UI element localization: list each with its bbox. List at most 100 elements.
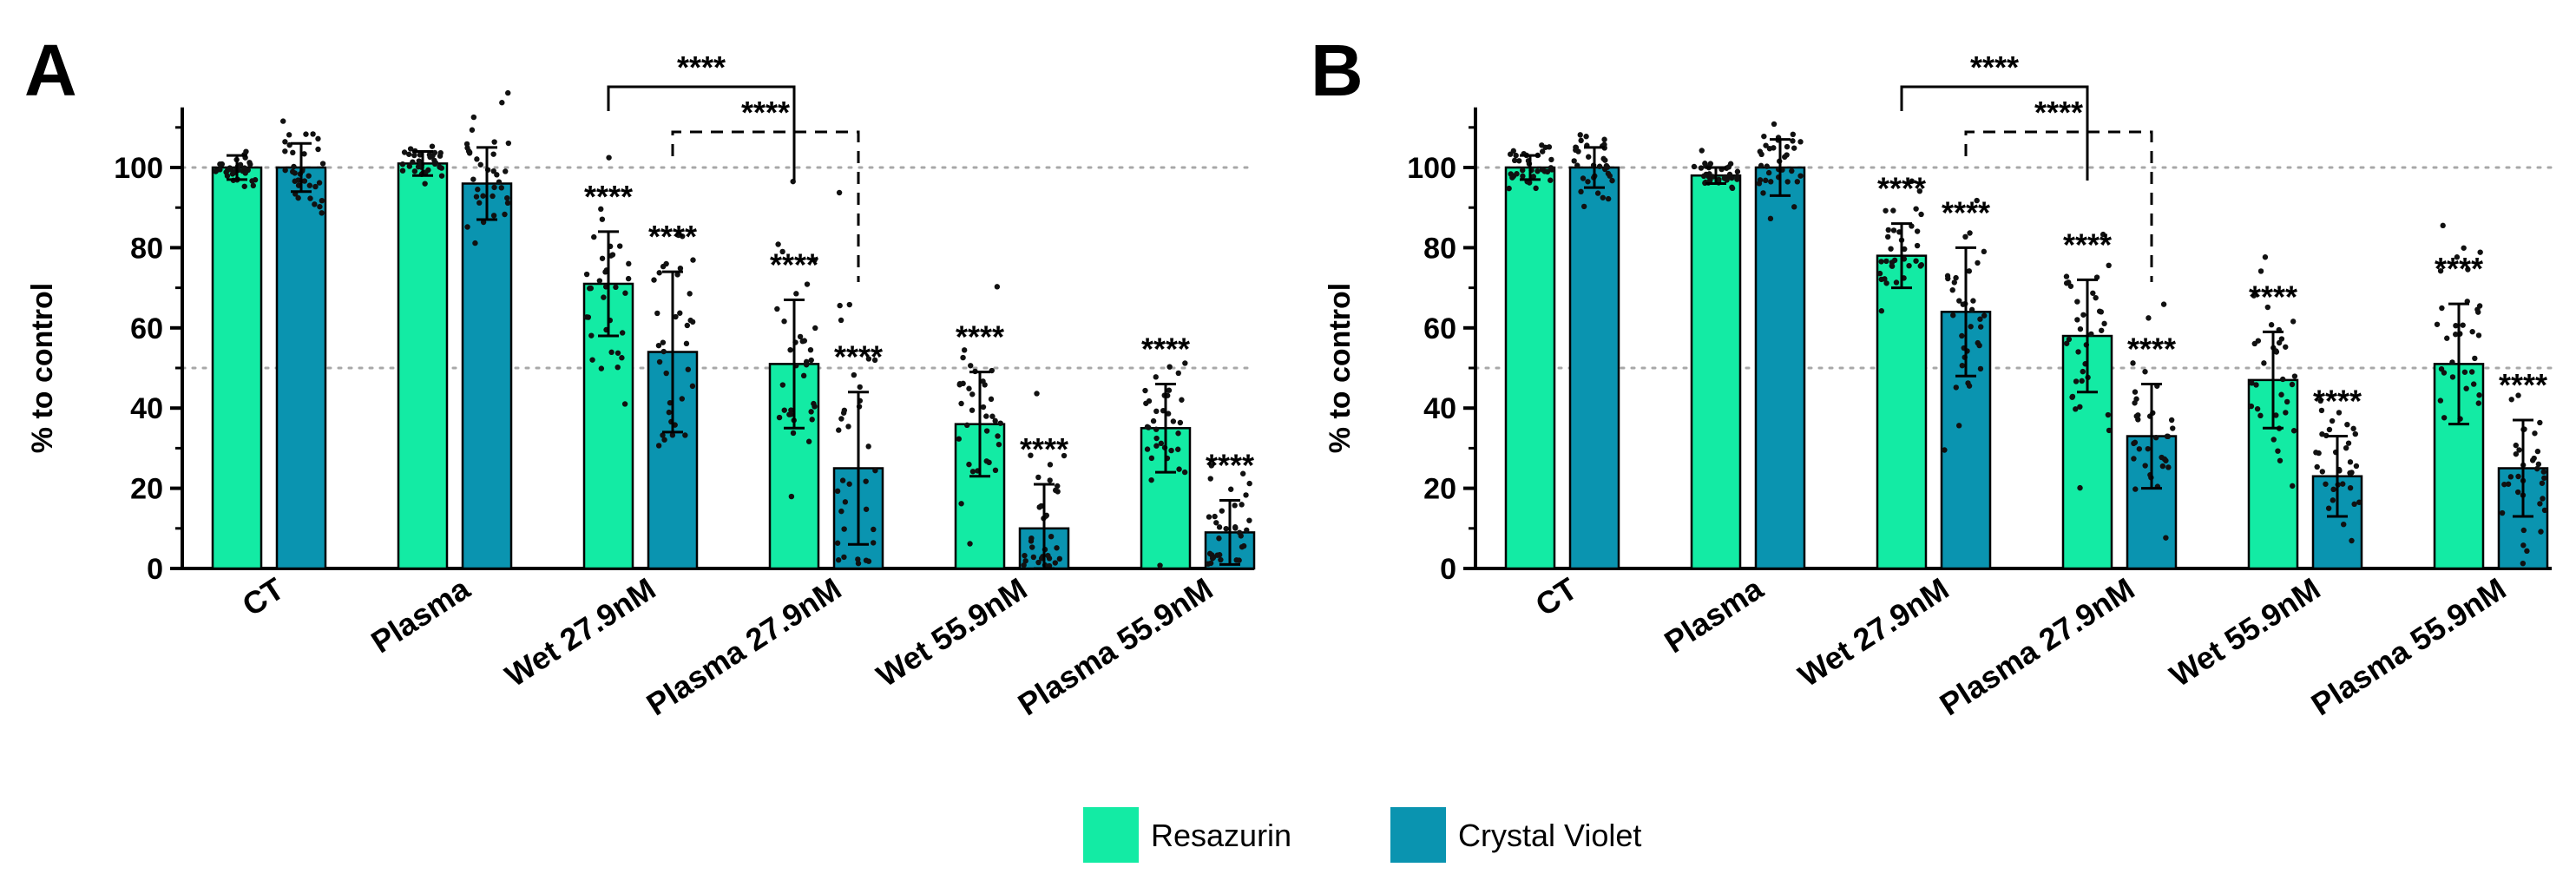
data-point [1734, 174, 1740, 180]
data-point [2289, 381, 2296, 388]
data-point [992, 467, 999, 474]
data-point [834, 488, 841, 495]
significance-label: **** [584, 179, 633, 214]
significance-label: **** [2435, 251, 2483, 286]
data-point [2251, 292, 2257, 299]
data-point [2329, 417, 2336, 424]
data-point [655, 443, 662, 449]
data-point [1950, 312, 1956, 319]
significance-label: **** [2499, 367, 2547, 403]
data-point [1602, 166, 1608, 173]
data-point [480, 193, 486, 199]
data-point [996, 441, 1002, 448]
data-point [2454, 254, 2461, 260]
data-point [1890, 227, 1897, 233]
data-point [2142, 369, 2148, 375]
data-point [2074, 317, 2080, 323]
data-point [989, 367, 995, 374]
data-point [1710, 174, 1716, 180]
data-point [2105, 411, 2112, 418]
data-point [960, 380, 966, 387]
data-point [312, 183, 319, 190]
data-point [863, 478, 869, 484]
data-point [2066, 336, 2073, 343]
data-point [808, 409, 814, 415]
data-point [1061, 452, 1068, 459]
data-point [2073, 378, 2080, 384]
data-point [2475, 400, 2481, 406]
data-point [1967, 230, 1973, 236]
data-point [2314, 463, 2320, 470]
data-point [490, 193, 496, 200]
data-point [2475, 309, 2481, 315]
data-point [2343, 444, 2349, 451]
data-point [1981, 312, 1988, 319]
data-point [1214, 552, 1220, 558]
data-point [1767, 215, 1774, 222]
data-point [2477, 249, 2483, 255]
legend-label-crystal-violet: Crystal Violet [1458, 818, 1641, 853]
data-point [1917, 263, 1923, 269]
data-point [622, 290, 628, 296]
data-point [614, 364, 621, 371]
data-point [2461, 369, 2468, 375]
data-point [475, 187, 481, 193]
data-point [2074, 299, 2080, 305]
bracket-significance-label: **** [2034, 95, 2083, 130]
data-point [2538, 529, 2544, 535]
data-point [865, 444, 871, 450]
data-point [2341, 521, 2347, 528]
bar-crystal-violet-1 [461, 182, 513, 570]
data-point [2131, 456, 2137, 462]
data-point [589, 357, 595, 363]
data-point [1509, 174, 1515, 181]
data-point [2513, 450, 2520, 457]
data-point [282, 148, 288, 154]
data-point [1585, 179, 1591, 185]
data-point [804, 281, 811, 287]
data-point [286, 132, 292, 138]
data-point [2254, 405, 2261, 412]
data-point [2453, 322, 2459, 329]
data-point [656, 270, 662, 276]
data-point [1573, 147, 1579, 154]
data-point [1962, 233, 1968, 240]
data-point [660, 432, 666, 438]
data-point [799, 338, 805, 345]
data-point [464, 224, 470, 230]
data-point [499, 100, 505, 106]
data-point [2273, 348, 2279, 354]
data-point [1578, 137, 1584, 144]
data-point [788, 407, 794, 413]
data-point [491, 184, 497, 191]
data-point [1976, 342, 1982, 349]
data-point [2514, 489, 2521, 496]
data-point [1765, 169, 1772, 176]
data-point [2351, 501, 2357, 508]
data-point [2441, 370, 2448, 376]
data-point [1510, 148, 1516, 154]
data-point [477, 161, 483, 168]
data-point [1170, 418, 1177, 424]
data-point [490, 168, 496, 174]
bar-resazurin-1 [397, 162, 449, 570]
data-point [1734, 168, 1741, 174]
data-point [1791, 145, 1797, 151]
data-point [1716, 176, 1722, 183]
data-point [966, 385, 972, 391]
data-point [656, 358, 663, 365]
data-point [2540, 469, 2547, 475]
data-point [2323, 481, 2329, 487]
data-point [1216, 535, 1222, 542]
category-label: Plasma 27.9nM [1934, 570, 2141, 722]
data-point [2168, 417, 2175, 424]
data-point [1981, 248, 1988, 255]
data-point [1142, 387, 1148, 394]
data-point [1978, 324, 1984, 330]
data-point [1977, 316, 1983, 322]
significance-label: **** [2313, 384, 2362, 419]
data-point [422, 181, 428, 187]
data-point [1918, 211, 1924, 218]
data-point [958, 400, 964, 407]
